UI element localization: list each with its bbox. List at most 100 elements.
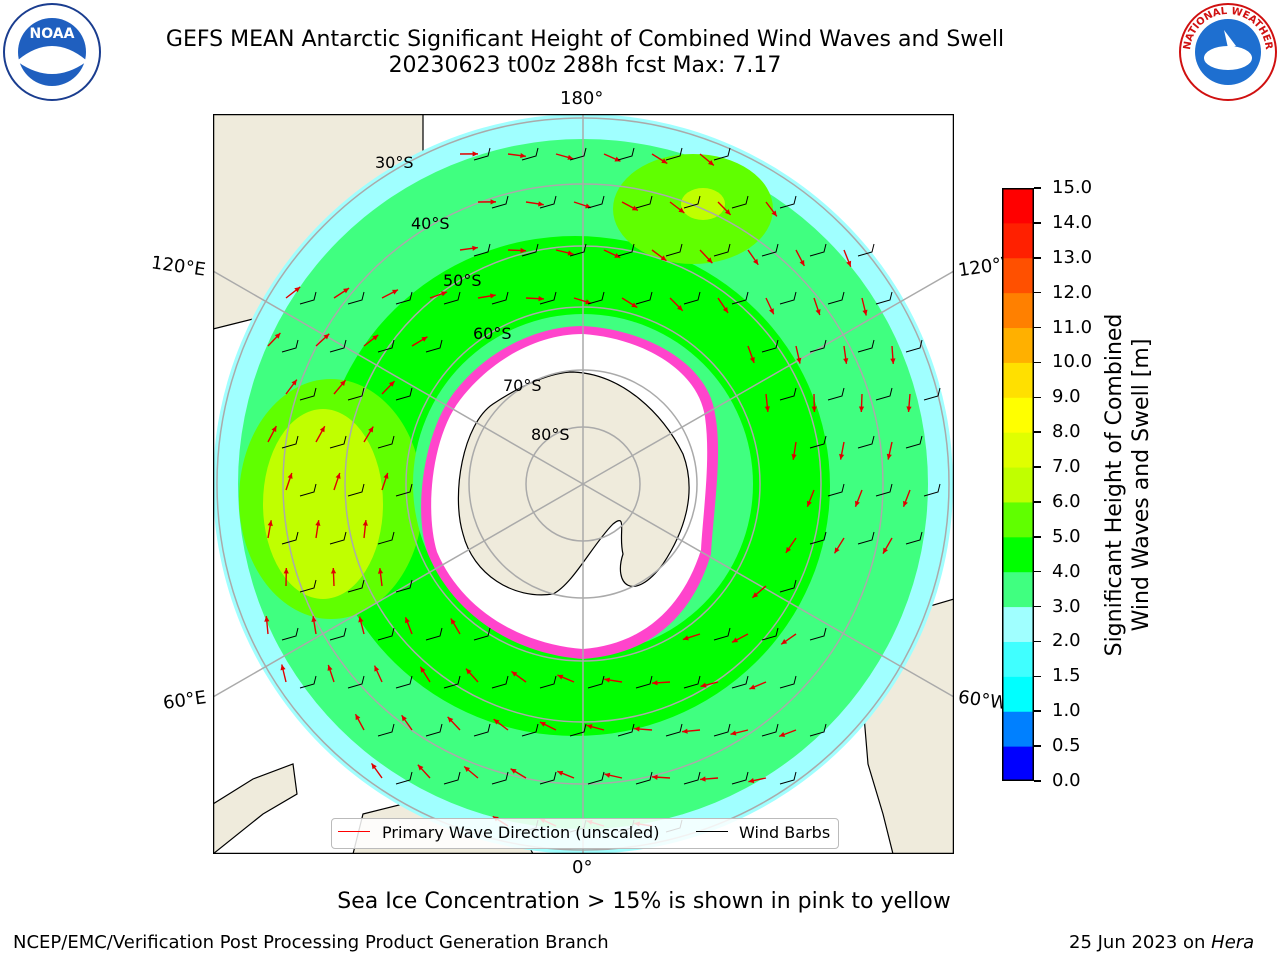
colorbar-tick-label: 2.0 [1052,630,1081,652]
wind-barb [329,339,347,353]
wave-arrow-head [631,205,638,211]
legend-barb-swatch [696,831,728,832]
wave-arrow-head [652,680,658,686]
wind-barb [425,723,443,737]
wind-barb [299,675,317,689]
colorbar-band [1002,432,1034,468]
wind-barb [539,771,557,785]
colorbar [1002,188,1034,781]
sea-ice-note: Sea Ice Concentration > 15% is shown in … [0,889,1280,914]
wind-barb [377,627,395,641]
wave-arrow-head [368,426,374,433]
wave-arrow-head [388,381,395,387]
wind-barb [347,579,365,593]
lon-label-60e: 60°E [161,687,208,714]
colorbar-tick-label: 0.0 [1052,770,1081,791]
wind-barb [665,243,683,257]
wind-barb [539,675,557,689]
wind-barb [635,771,653,785]
wave-arrow-head [441,291,447,297]
wind-barb [395,771,413,785]
wave-arrow-head [557,770,564,776]
wind-barb [281,339,299,353]
wind-barb [683,771,701,785]
polar-map: 30°S 40°S 50°S 60°S 70°S 80°S [213,114,954,854]
wind-barb [731,771,749,785]
wave-arrow-head [311,616,317,622]
wave-arrow-head [677,305,683,311]
wave-arrow-head [520,153,526,159]
noaa-logo: NOAA [3,3,101,101]
colorbar-tick-mark [1034,222,1041,224]
wave-arrow-head [267,520,273,527]
wind-barb [779,675,797,689]
colorbar-band [1002,746,1034,781]
wind-barb [713,147,731,161]
wave-arrow-head [862,309,868,316]
wind-barb [617,243,635,257]
wave-arrow-head [511,671,518,677]
wind-barb [347,675,365,689]
colorbar-tick-mark [1034,466,1041,468]
wind-barb [875,387,893,401]
wind-barb [665,723,683,737]
wave-arrow-head [377,568,384,574]
wind-barb [377,723,395,737]
wave-arrow-head [420,666,426,673]
colorbar-band [1002,222,1034,259]
wind-barb [923,483,941,497]
wave-arrow-head [417,764,424,771]
wind-barb [299,387,317,401]
wind-barb [761,243,779,257]
lon-label-120e: 120°E [149,252,207,281]
wave-arrow-head [340,380,346,387]
wave-arrow-head [811,406,817,412]
chart-title: GEFS MEAN Antarctic Significant Height o… [165,27,1005,52]
wave-arrow-head [724,209,731,215]
colorbar-tick-mark [1034,780,1041,782]
wind-barb [809,243,827,257]
colorbar-tick-mark [1034,396,1041,399]
wind-barb [809,531,827,545]
colorbar-band [1002,327,1034,363]
wind-barb [905,339,923,353]
colorbar-tick-label: 4.0 [1052,560,1081,582]
lat-label-50s: 50°S [443,271,482,290]
wave-arrow-head [510,768,517,774]
colorbar-tick-mark [1034,257,1041,259]
wind-barb [761,627,779,641]
wind-barb [779,771,797,785]
wave-arrow-head [660,255,667,261]
colorbar-tick-label: 0.5 [1052,735,1081,757]
wind-barb [779,291,797,305]
wave-arrow-head [567,250,574,256]
colorbar-tick-mark [1034,187,1041,189]
wave-arrow-head [906,406,912,412]
wind-barb [281,531,299,545]
wind-barb [491,771,509,785]
footer-date-text: 25 Jun 2023 on [1069,932,1212,953]
wind-barb [395,675,413,689]
wave-arrow-head [614,252,621,258]
wind-barb [809,723,827,737]
colorbar-tick-mark [1034,710,1041,712]
colorbar-tick-mark [1034,326,1041,329]
wind-barb [329,531,347,545]
legend-wave-swatch [338,831,370,832]
wind-barb [617,147,635,161]
wind-barb [443,771,461,785]
wind-barb [635,291,653,305]
nws-logo: NATIONAL WEATHER SERVICE [1178,2,1277,101]
wind-barb [395,579,413,593]
colorbar-band [1002,571,1034,608]
wave-arrow-head [700,682,707,688]
wind-barb [905,435,923,449]
wave-arrow-head [280,664,286,671]
lon-label-0: 0° [572,857,593,878]
wind-barb [473,243,491,257]
colorbar-tick-label: 1.5 [1052,665,1081,687]
colorbar-tick-label: 1.0 [1052,700,1081,722]
colorbar-band [1002,641,1034,677]
wave-arrow-head [405,617,410,624]
wave-arrow-head [447,716,454,723]
